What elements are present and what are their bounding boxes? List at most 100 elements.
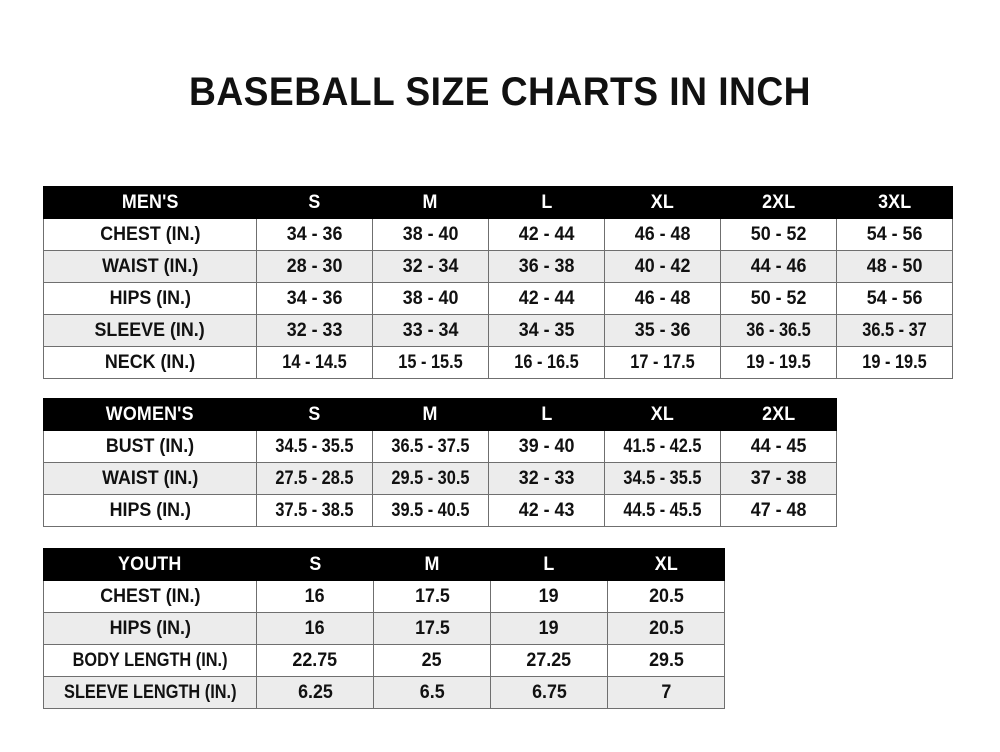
mens-col-l: L: [488, 186, 605, 219]
cell: 42 - 43: [488, 494, 605, 527]
mens-col-2xl: 2XL: [720, 186, 837, 219]
womens-col-2xl: 2XL: [720, 398, 837, 431]
mens-table-body: CHEST (IN.) 34 - 36 38 - 40 42 - 44 46 -…: [43, 218, 953, 379]
row-label: BODY LENGTH (IN.): [43, 644, 257, 677]
cell: 42 - 44: [488, 218, 605, 251]
youth-header-row: YOUTH S M L XL: [43, 548, 725, 581]
womens-col-xl: XL: [604, 398, 721, 431]
womens-size-table: WOMEN'S S M L XL 2XL BUST (IN.) 34.5 - 3…: [43, 398, 837, 527]
cell: 50 - 52: [720, 218, 837, 251]
table-row: NECK (IN.) 14 - 14.5 15 - 15.5 16 - 16.5…: [43, 346, 953, 379]
cell: 54 - 56: [836, 282, 953, 315]
row-label: SLEEVE (IN.): [43, 314, 257, 347]
cell: 39 - 40: [488, 430, 605, 463]
cell: 44 - 45: [720, 430, 837, 463]
table-row: HIPS (IN.) 37.5 - 38.5 39.5 - 40.5 42 - …: [43, 494, 837, 527]
cell: 37 - 38: [720, 462, 837, 495]
cell: 34 - 36: [256, 282, 373, 315]
cell: 25: [373, 644, 491, 677]
cell: 32 - 34: [372, 250, 489, 283]
mens-size-table: MEN'S S M L XL 2XL 3XL CHEST (IN.) 34 - …: [43, 186, 953, 379]
table-row: HIPS (IN.) 34 - 36 38 - 40 42 - 44 46 - …: [43, 282, 953, 315]
mens-col-xl: XL: [604, 186, 721, 219]
table-row: BODY LENGTH (IN.) 22.75 25 27.25 29.5: [43, 644, 725, 677]
womens-col-m: M: [372, 398, 489, 431]
womens-col-l: L: [488, 398, 605, 431]
cell: 36.5 - 37.5: [372, 430, 489, 463]
cell: 17.5: [373, 580, 491, 613]
youth-col-l: L: [490, 548, 608, 581]
cell: 38 - 40: [372, 218, 489, 251]
row-label: HIPS (IN.): [43, 494, 257, 527]
table-row: WAIST (IN.) 27.5 - 28.5 29.5 - 30.5 32 -…: [43, 462, 837, 495]
table-row: SLEEVE LENGTH (IN.) 6.25 6.5 6.75 7: [43, 676, 725, 709]
mens-table-head: MEN'S S M L XL 2XL 3XL: [43, 186, 953, 219]
cell: 32 - 33: [488, 462, 605, 495]
youth-header-label: YOUTH: [43, 548, 257, 581]
cell: 27.25: [490, 644, 608, 677]
table-row: CHEST (IN.) 16 17.5 19 20.5: [43, 580, 725, 613]
cell: 6.5: [373, 676, 491, 709]
cell: 34.5 - 35.5: [256, 430, 373, 463]
cell: 14 - 14.5: [256, 346, 373, 379]
cell: 54 - 56: [836, 218, 953, 251]
cell: 16: [256, 580, 374, 613]
cell: 7: [607, 676, 725, 709]
mens-col-s: S: [256, 186, 373, 219]
table-row: HIPS (IN.) 16 17.5 19 20.5: [43, 612, 725, 645]
womens-col-s: S: [256, 398, 373, 431]
cell: 29.5 - 30.5: [372, 462, 489, 495]
cell: 19: [490, 580, 608, 613]
cell: 36 - 36.5: [720, 314, 837, 347]
cell: 36 - 38: [488, 250, 605, 283]
cell: 42 - 44: [488, 282, 605, 315]
row-label: BUST (IN.): [43, 430, 257, 463]
youth-table-body: CHEST (IN.) 16 17.5 19 20.5 HIPS (IN.) 1…: [43, 580, 725, 709]
cell: 17.5: [373, 612, 491, 645]
cell: 16 - 16.5: [488, 346, 605, 379]
row-label: CHEST (IN.): [43, 580, 257, 613]
mens-col-3xl: 3XL: [836, 186, 953, 219]
cell: 6.25: [256, 676, 374, 709]
cell: 39.5 - 40.5: [372, 494, 489, 527]
cell: 19 - 19.5: [720, 346, 837, 379]
cell: 34 - 35: [488, 314, 605, 347]
youth-table-head: YOUTH S M L XL: [43, 548, 725, 581]
cell: 17 - 17.5: [604, 346, 721, 379]
cell: 35 - 36: [604, 314, 721, 347]
womens-header-label-text: WOMEN'S: [106, 404, 194, 425]
cell: 28 - 30: [256, 250, 373, 283]
cell: 34 - 36: [256, 218, 373, 251]
cell: 20.5: [607, 612, 725, 645]
cell: 46 - 48: [604, 218, 721, 251]
cell: 44.5 - 45.5: [604, 494, 721, 527]
page-title: BASEBALL SIZE CHARTS IN INCH: [188, 70, 812, 114]
row-label: HIPS (IN.): [43, 282, 257, 315]
cell: 22.75: [256, 644, 374, 677]
cell: 27.5 - 28.5: [256, 462, 373, 495]
table-row: WAIST (IN.) 28 - 30 32 - 34 36 - 38 40 -…: [43, 250, 953, 283]
row-label: NECK (IN.): [43, 346, 257, 379]
cell: 19: [490, 612, 608, 645]
cell: 32 - 33: [256, 314, 373, 347]
cell: 44 - 46: [720, 250, 837, 283]
cell: 40 - 42: [604, 250, 721, 283]
cell: 47 - 48: [720, 494, 837, 527]
womens-table-head: WOMEN'S S M L XL 2XL: [43, 398, 837, 431]
cell: 16: [256, 612, 374, 645]
youth-col-s: S: [256, 548, 374, 581]
cell: 46 - 48: [604, 282, 721, 315]
womens-table-body: BUST (IN.) 34.5 - 35.5 36.5 - 37.5 39 - …: [43, 430, 837, 527]
row-label: WAIST (IN.): [43, 250, 257, 283]
mens-col-m: M: [372, 186, 489, 219]
mens-header-label-text: MEN'S: [121, 192, 179, 213]
cell: 19 - 19.5: [836, 346, 953, 379]
row-label: CHEST (IN.): [43, 218, 257, 251]
cell: 38 - 40: [372, 282, 489, 315]
table-row: CHEST (IN.) 34 - 36 38 - 40 42 - 44 46 -…: [43, 218, 953, 251]
cell: 29.5: [607, 644, 725, 677]
cell: 48 - 50: [836, 250, 953, 283]
row-label: HIPS (IN.): [43, 612, 257, 645]
mens-header-row: MEN'S S M L XL 2XL 3XL: [43, 186, 953, 219]
